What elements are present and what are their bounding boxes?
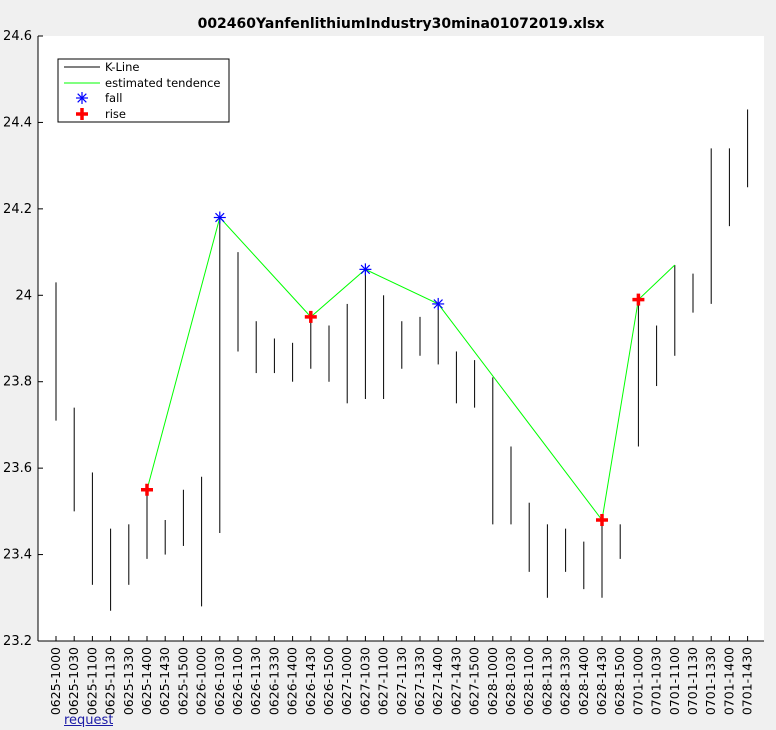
y-tick-label: 24 <box>15 288 32 303</box>
x-tick-label: 0701-1430 <box>740 647 755 715</box>
x-tick-label: 0627-1430 <box>448 647 463 715</box>
x-tick-label: 0701-1100 <box>667 647 682 715</box>
k-line-series <box>55 109 749 611</box>
rise-marker <box>141 483 153 496</box>
x-tick-label: 0628-1430 <box>594 647 609 715</box>
asterisk-stroke <box>77 93 87 103</box>
x-tick-label: 0626-1130 <box>248 647 263 715</box>
fall-marker <box>359 263 372 276</box>
x-tick-label: 0628-1330 <box>558 647 573 715</box>
x-tick-label: 0627-1100 <box>376 647 391 715</box>
x-tick-label: 0625-1430 <box>157 647 172 715</box>
asterisk-stroke <box>433 299 443 309</box>
y-tick-label: 24.2 <box>3 202 32 217</box>
x-tick-label: 0625-1030 <box>66 647 81 715</box>
fall-marker <box>213 211 226 224</box>
x-tick-label: 0626-1030 <box>212 647 227 715</box>
x-tick-label: 0627-1330 <box>412 647 427 715</box>
x-tick-label: 0628-1130 <box>539 647 554 715</box>
legend-rise-label: rise <box>105 107 126 121</box>
x-tick-label: 0627-1000 <box>339 647 354 715</box>
legend-fall-asterisk <box>76 92 88 104</box>
x-tick-label: 0626-1330 <box>266 647 281 715</box>
legend-rise-plus <box>76 108 88 120</box>
x-tick-label: 0628-1500 <box>612 647 627 715</box>
legend-k-line-label: K-Line <box>105 60 139 74</box>
fall-series <box>213 211 445 310</box>
y-tick-label: 23.4 <box>3 548 32 563</box>
estimated-tendence-series <box>146 216 676 522</box>
plot-area <box>38 36 764 641</box>
x-tick-label: 0625-1400 <box>139 647 154 715</box>
x-tick-label: 0626-1100 <box>230 647 245 715</box>
x-tick-label: 0625-1330 <box>121 647 136 715</box>
x-tick-label: 0625-1000 <box>48 647 63 715</box>
chart-title: 002460YanfenlithiumIndustry30mina0107201… <box>198 16 605 32</box>
x-tick-label: 0626-1430 <box>303 647 318 715</box>
x-tick-label: 0625-1130 <box>103 647 118 715</box>
legend-item-estimated-tendence: estimated tendence <box>64 76 221 90</box>
asterisk-stroke <box>215 212 225 223</box>
rise-marker <box>304 310 317 323</box>
rise-marker <box>632 293 645 306</box>
legend-fall-label: fall <box>105 91 123 105</box>
x-tick-label: 0625-1100 <box>84 647 99 715</box>
y-tick-label: 23.2 <box>3 634 32 649</box>
rise-marker <box>596 514 608 526</box>
x-tick-label: 0627-1030 <box>357 647 372 715</box>
x-tick-label: 0626-1000 <box>194 647 209 715</box>
legend-tendence-label: estimated tendence <box>105 76 221 90</box>
x-tick-label: 0701-1400 <box>721 647 736 715</box>
y-tick-label: 23.6 <box>3 461 32 476</box>
legend-item-k-line: K-Line <box>64 60 139 74</box>
x-tick-label: 0701-1030 <box>649 647 664 715</box>
x-tick-label: 0627-1400 <box>430 647 445 715</box>
y-tick-label: 24.4 <box>3 115 32 130</box>
legend-fall-marker <box>76 92 88 104</box>
y-tick-label: 24.6 <box>3 29 32 44</box>
x-tick-label: 0627-1130 <box>394 647 409 715</box>
legend-item-rise: rise <box>76 107 126 121</box>
x-tick-label: 0628-1400 <box>576 647 591 715</box>
x-tick-label: 0627-1500 <box>467 647 482 715</box>
rise-series <box>141 293 645 526</box>
tendence-line <box>146 216 676 522</box>
x-tick-label: 0628-1100 <box>521 647 536 715</box>
x-tick-label: 0628-1030 <box>503 647 518 715</box>
x-tick-label: 0701-1000 <box>630 647 645 715</box>
x-tick-label: 0628-1000 <box>485 647 500 715</box>
x-tick-label: 0626-1400 <box>285 647 300 715</box>
y-tick-label: 23.8 <box>3 375 32 390</box>
legend-item-fall: fall <box>76 91 123 105</box>
x-tick-label: 0701-1330 <box>703 647 718 715</box>
x-tick-label: 0626-1500 <box>321 647 336 715</box>
asterisk-stroke <box>360 264 371 275</box>
legend: K-Line estimated tendence fall rise <box>57 58 230 123</box>
x-tick-label: 0701-1130 <box>685 647 700 715</box>
footer-link[interactable]: request <box>64 714 114 728</box>
legend-box <box>57 58 230 123</box>
legend-rise-marker <box>76 108 88 120</box>
fall-marker <box>432 297 445 310</box>
x-tick-label: 0625-1500 <box>175 647 190 715</box>
